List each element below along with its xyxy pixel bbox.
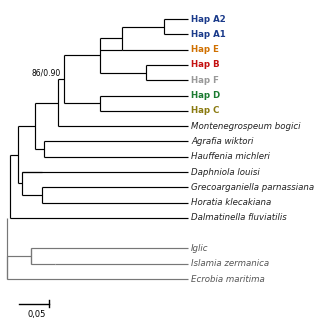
Text: Daphniola louisi: Daphniola louisi <box>191 167 260 177</box>
Text: Hap D: Hap D <box>191 91 220 100</box>
Text: Hap A1: Hap A1 <box>191 30 226 39</box>
Text: Ecrobia maritima: Ecrobia maritima <box>191 275 265 284</box>
Text: Hauffenia michleri: Hauffenia michleri <box>191 152 270 161</box>
Text: Islamia zermanica: Islamia zermanica <box>191 259 269 268</box>
Text: Dalmatinella fluviatilis: Dalmatinella fluviatilis <box>191 213 287 222</box>
Text: 0,05: 0,05 <box>28 310 46 319</box>
Text: Hap F: Hap F <box>191 76 219 85</box>
Text: Hap B: Hap B <box>191 60 220 69</box>
Text: Agrafia wiktori: Agrafia wiktori <box>191 137 253 146</box>
Text: Hap A2: Hap A2 <box>191 14 226 24</box>
Text: Horatia klecakiana: Horatia klecakiana <box>191 198 271 207</box>
Text: Montenegrospeum bogici: Montenegrospeum bogici <box>191 122 300 131</box>
Text: Iglic: Iglic <box>191 244 209 253</box>
Text: 86/0.90: 86/0.90 <box>32 68 61 77</box>
Text: Hap C: Hap C <box>191 106 220 115</box>
Text: Grecoarganiella parnassiana: Grecoarganiella parnassiana <box>191 183 314 192</box>
Text: Hap E: Hap E <box>191 45 219 54</box>
